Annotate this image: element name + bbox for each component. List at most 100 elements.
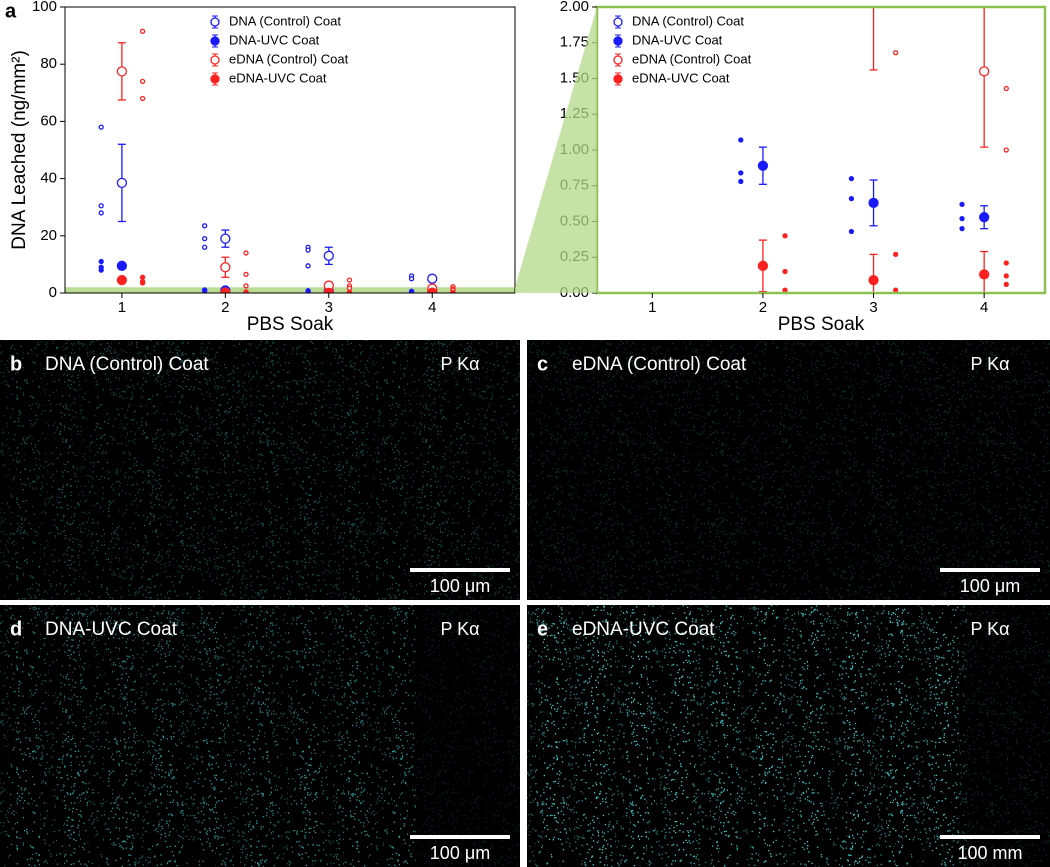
mean-point [979,212,990,223]
replicate-point [305,247,311,253]
y-axis-label: DNA Leached (ng/mm²) [9,50,30,250]
replicate-point [408,276,415,282]
eds-map [527,605,1050,867]
mean-point [979,269,990,280]
legend-item: eDNA-UVC Coat [613,70,730,86]
legend-label: eDNA (Control) Coat [229,51,349,66]
element-label: P Kα [440,354,479,374]
plot-area [65,28,515,293]
mean-point [757,160,769,171]
replicate-point [959,225,965,232]
panel-label: d [10,618,22,640]
replicate-point [243,283,249,289]
x-tick-label: 1 [648,299,656,316]
mean-point [116,260,128,271]
replicate-point [738,170,744,176]
legend-marker [210,36,220,46]
x-tick-label: 4 [428,299,436,316]
replicate-point [98,203,104,209]
y-tick-label: 80 [40,55,57,72]
x-tick-label: 2 [221,299,229,316]
replicate-point [98,258,104,265]
axes-frame [595,5,1047,295]
zoom-connector [515,7,597,293]
replicate-point [1003,273,1009,279]
legend-item: eDNA (Control) Coat [210,51,349,67]
replicate-point [139,78,146,85]
plot-area [738,7,1009,293]
element-label: P Kα [440,619,479,639]
legend-item: eDNA-UVC Coat [210,70,327,86]
replicate-point [893,251,899,258]
replicate-point [848,195,855,202]
legend-marker [613,36,623,46]
replicate-point [893,287,899,293]
scale-bar-label: 100 μm [430,843,490,863]
scale-bar-label: 100 μm [430,576,490,596]
legend-label: DNA (Control) Coat [229,13,341,28]
legend-item: DNA-UVC Coat [210,32,320,48]
replicate-point [98,124,104,130]
mean-point [868,274,879,286]
replicate-point [1003,281,1009,288]
panel-label: b [10,353,22,375]
legend-item: DNA-UVC Coat [613,32,723,48]
x-tick-label: 2 [759,299,767,316]
legend-marker [210,74,220,84]
y-tick-label: 100 [32,0,57,15]
legend-marker [613,17,623,27]
legend-label: eDNA (Control) Coat [632,51,752,66]
replicate-point [848,228,855,235]
replicate-point [98,210,104,216]
legend-label: DNA-UVC Coat [632,32,723,47]
replicate-point [1003,147,1009,153]
scale-bar-label: 100 μm [960,576,1020,596]
axes-frame [64,6,516,294]
legend-item: DNA (Control) Coat [210,13,341,29]
replicate-point [202,223,208,229]
replicate-point [202,288,208,293]
replicate-point [139,274,146,280]
x-tick-label: 1 [118,299,126,316]
replicate-point [346,277,353,283]
element-label: P Kα [970,619,1009,639]
y-tick-label: 0 [49,284,57,301]
mean-point [116,177,128,189]
legend-label: eDNA-UVC Coat [229,70,327,85]
legend-item: DNA (Control) Coat [613,13,744,29]
replicate-point [139,95,146,102]
replicate-point [848,175,855,182]
y-tick-label: 60 [40,112,57,129]
replicate-point [782,233,788,239]
replicate-point [782,268,788,275]
panel-label: e [537,618,548,640]
legend-marker [210,55,220,65]
replicate-point [782,287,788,293]
legend-label: DNA (Control) Coat [632,13,744,28]
x-axis-label: PBS Soak [778,314,865,335]
legend-marker [210,17,220,27]
replicate-point [139,28,146,34]
y-tick-label: 2.00 [560,0,589,15]
y-tick-label: 20 [40,227,57,244]
replicate-point [959,215,965,222]
x-tick-label: 3 [325,299,333,316]
panel-label: c [537,353,548,375]
mean-point [220,233,231,244]
replicate-point [202,236,208,242]
legend-marker [613,55,623,65]
mean-point [868,197,879,209]
panel-title: DNA-UVC Coat [45,619,178,640]
scale-bar-label: 100 mm [957,843,1022,863]
mean-point [323,250,334,261]
replicate-point [202,244,208,250]
mean-point [220,262,231,273]
replicate-point [738,137,744,143]
mean-point [427,273,438,284]
zoom-region [65,287,515,293]
mean-point [757,260,769,271]
eds-map [0,340,520,600]
replicate-point [1003,85,1009,92]
panel-label: a [5,0,17,22]
